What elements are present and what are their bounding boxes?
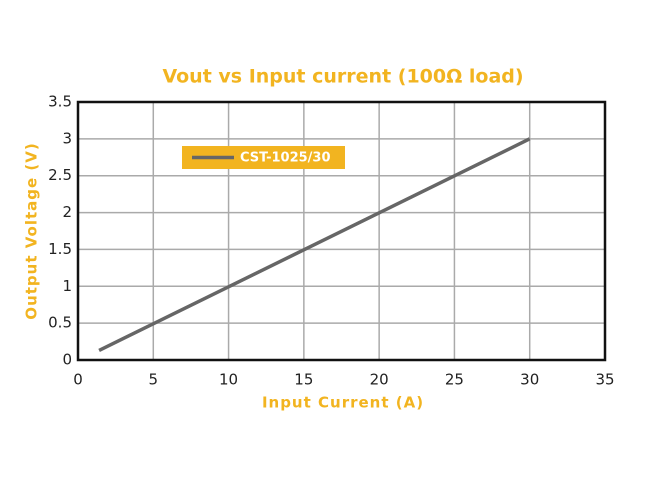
x-tick-label: 15 [294,371,313,389]
y-tick-label: 1 [62,277,72,295]
x-tick-label: 20 [370,371,389,389]
x-tick-label: 0 [73,371,83,389]
x-tick-label: 10 [219,371,238,389]
x-tick-label: 30 [520,371,539,389]
y-tick-label: 3.5 [48,93,72,111]
x-tick-label: 5 [149,371,159,389]
chart-title: Vout vs Input current (100Ω load) [162,66,523,88]
y-tick-label: 1.5 [48,240,72,258]
x-tick-label: 35 [595,371,614,389]
y-tick-label: 0 [62,351,72,369]
y-tick-label: 2 [62,203,72,221]
legend-box [182,146,345,169]
plot-frame [76,100,607,362]
x-axis-label: Input Current (A) [262,394,424,412]
data-line [98,137,531,352]
y-tick-label: 0.5 [48,314,72,332]
y-tick-label: 2.5 [48,166,72,184]
y-tick-label: 3 [62,129,72,147]
x-tick-label: 25 [445,371,464,389]
y-axis-label: Output Voltage (V) [23,142,41,319]
legend-label: CST-1025/30 [240,151,331,166]
